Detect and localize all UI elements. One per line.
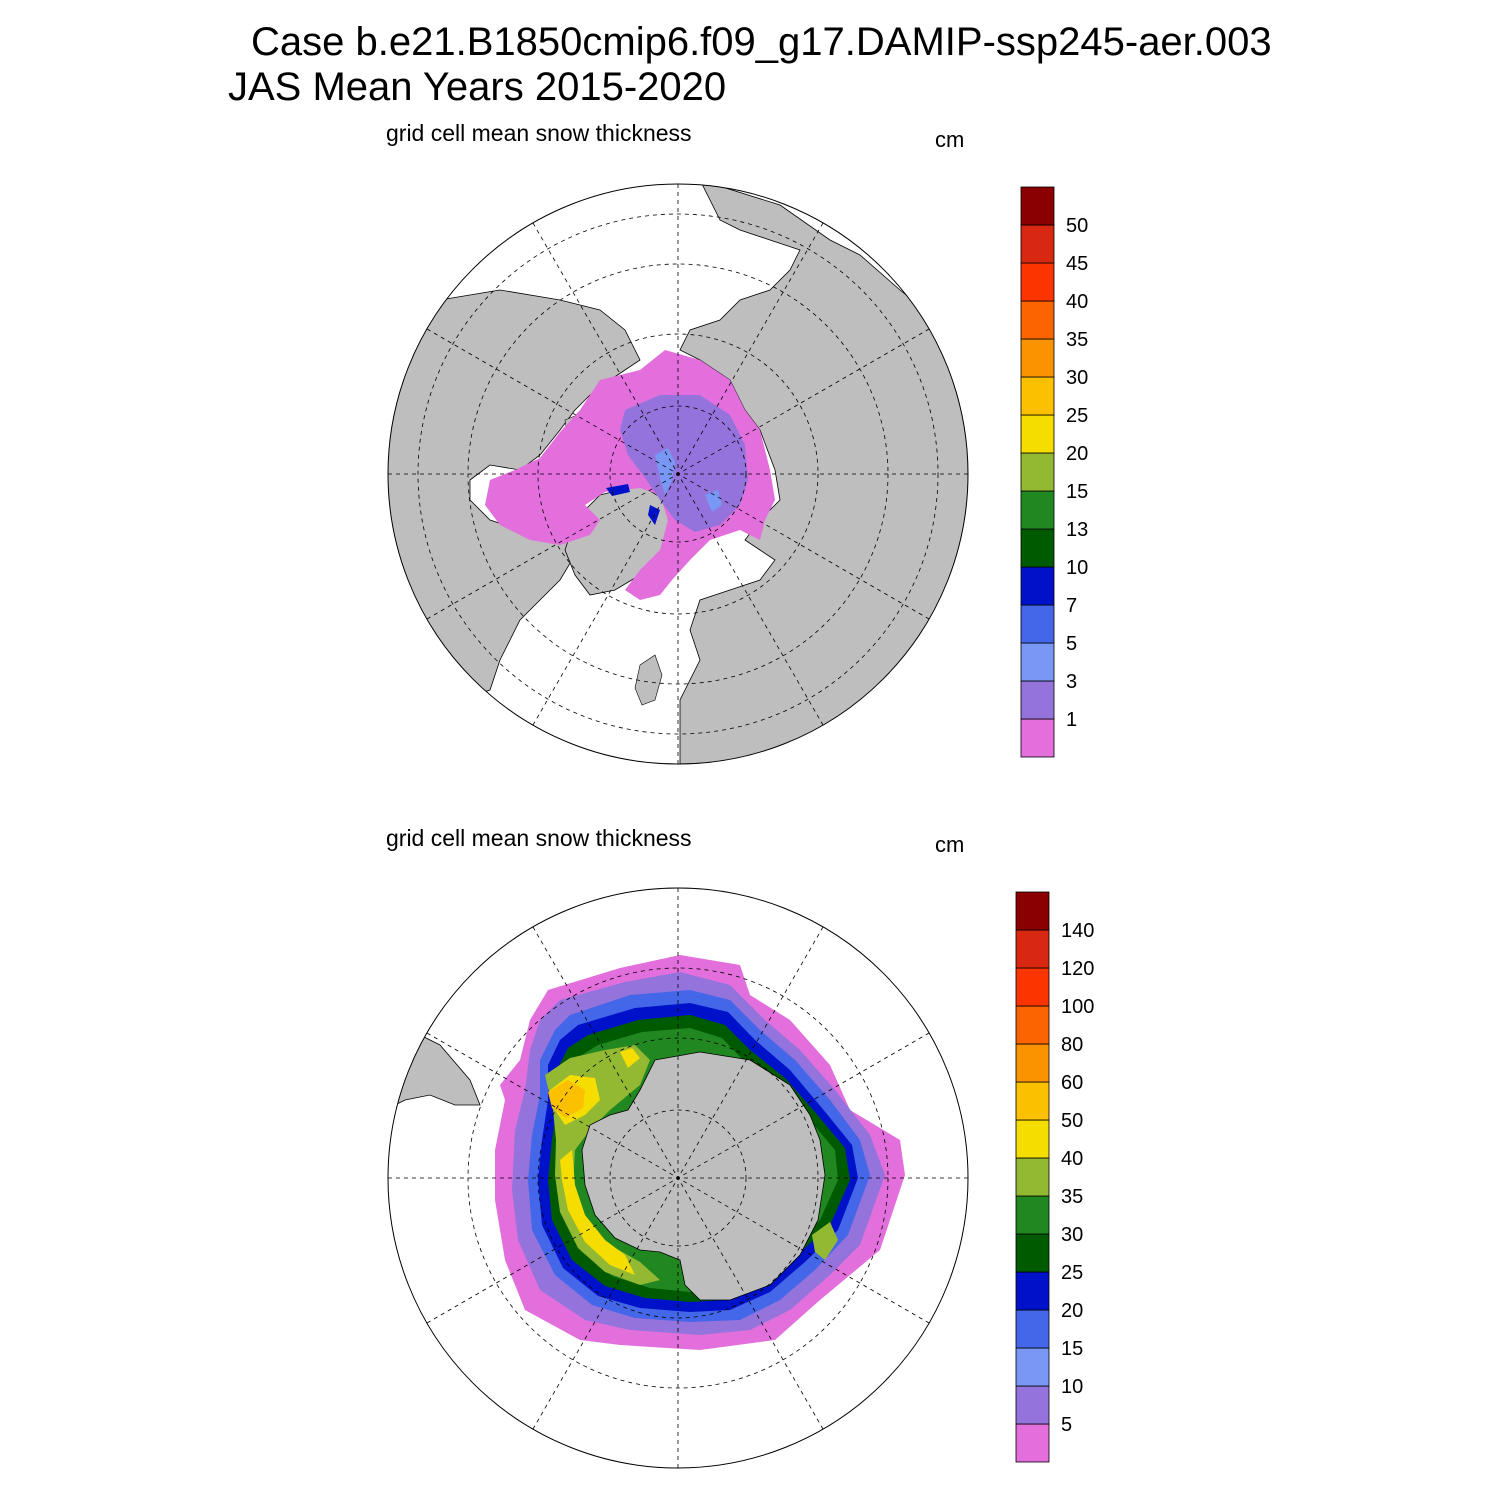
south-colorbar: 5 10 15 20 25 30 35 40 50 60 80 100 120 140 [1015,891,1094,1463]
north-colorbar-tick-label: 50 [1066,215,1088,237]
south-colorbar-tick-label: 60 [1061,1072,1083,1094]
south-colorbar-tick-label: 30 [1061,1224,1083,1246]
south-colorbar-swatch [1015,1081,1050,1121]
south-colorbar-tick-label: 80 [1061,1034,1083,1056]
south-colorbar-tick-label: 120 [1061,958,1094,980]
north-polar-map [387,183,969,765]
south-colorbar-swatch [1015,1119,1050,1159]
south-colorbar-swatch [1015,1195,1050,1235]
north-land-eurasia [679,184,968,764]
north-colorbar-swatch [1020,224,1055,264]
north-colorbar-tick-label: 15 [1066,481,1088,503]
north-colorbar-swatch [1020,642,1055,682]
north-colorbar-swatch [1020,566,1055,606]
north-colorbar-tick-label: 40 [1066,291,1088,313]
south-colorbar-tick-label: 50 [1061,1110,1083,1132]
south-colorbar-tick-label: 140 [1061,920,1094,942]
north-colorbar-tick-label: 7 [1066,595,1077,617]
south-colorbar-swatch [1015,1347,1050,1387]
north-colorbar-swatch [1020,718,1055,758]
north-colorbar-tick-label: 13 [1066,519,1088,541]
north-snow-band-5-10cm [606,484,660,525]
south-colorbar-swatch [1015,1309,1050,1349]
north-colorbar-tick-label: 30 [1066,367,1088,389]
north-colorbar-tick-label: 3 [1066,671,1077,693]
south-colorbar-tick-label: 25 [1061,1262,1083,1284]
north-colorbar-swatch [1020,338,1055,378]
south-colorbar-tick-label: 35 [1061,1186,1083,1208]
north-colorbar-tick-label: 45 [1066,253,1088,275]
north-colorbar-swatch [1020,262,1055,302]
period-title: JAS Mean Years 2015-2020 [228,65,727,109]
south-colorbar-swatch [1015,1385,1050,1425]
north-colorbar-swatch [1020,490,1055,530]
south-colorbar-tick-label: 20 [1061,1300,1083,1322]
south-colorbar-tick-label: 10 [1061,1376,1083,1398]
south-colorbar-swatch [1015,967,1050,1007]
north-colorbar-swatch [1020,376,1055,416]
north-colorbar-swatch [1020,604,1055,644]
north-colorbar-swatch [1020,680,1055,720]
north-colorbar-tick-label: 20 [1066,443,1088,465]
north-colorbar-swatch [1020,300,1055,340]
north-colorbar-swatch [1020,528,1055,568]
south-snow-band-35-40cm [545,1045,838,1285]
north-land-britain [634,654,663,706]
south-colorbar-swatch [1015,1233,1050,1273]
north-colorbar-tick-label: 35 [1066,329,1088,351]
south-colorbar-swatch [1015,1043,1050,1083]
south-colorbar-swatch [1015,891,1050,931]
south-units-label: cm [935,832,965,857]
south-colorbar-swatch [1015,1423,1050,1463]
south-colorbar-swatch [1015,1157,1050,1197]
south-colorbar-swatch [1015,929,1050,969]
north-colorbar-tick-label: 1 [1066,709,1077,731]
case-title: Case b.e21.B1850cmip6.f09_g17.DAMIP-ssp2… [251,20,1272,64]
north-panel-title: grid cell mean snow thickness [386,120,692,146]
south-panel-title: grid cell mean snow thickness [386,825,692,851]
north-units-label: cm [935,127,965,152]
south-colorbar-swatch [1015,1271,1050,1311]
south-colorbar-tick-label: 15 [1061,1338,1083,1360]
south-snow-band-50-60cm [548,1080,585,1118]
south-colorbar-tick-label: 5 [1061,1414,1072,1436]
north-colorbar-tick-label: 25 [1066,405,1088,427]
south-colorbar-tick-label: 40 [1061,1148,1083,1170]
north-colorbar-tick-label: 10 [1066,557,1088,579]
north-colorbar-swatch [1020,452,1055,492]
north-snow-band-3-5cm [655,448,722,512]
south-land-antarctica [581,1051,826,1301]
north-colorbar-swatch [1020,414,1055,454]
south-colorbar-tick-label: 100 [1061,996,1094,1018]
south-polar-map [387,887,969,1469]
south-colorbar-swatch [1015,1005,1050,1045]
north-colorbar-tick-label: 5 [1066,633,1077,655]
north-colorbar-swatch [1020,186,1055,226]
